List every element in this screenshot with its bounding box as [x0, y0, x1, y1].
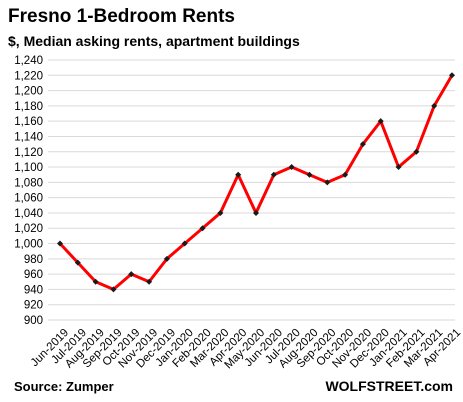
y-tick-label: 1,080: [14, 177, 43, 189]
data-point: [92, 278, 99, 285]
y-tick-label: 1,240: [14, 55, 43, 67]
brand-logo: WOLFSTREET.com: [325, 378, 453, 394]
y-tick-label: 1,180: [14, 101, 43, 113]
chart-title: Fresno 1-Bedroom Rents: [8, 6, 235, 27]
y-tick-label: 1,000: [14, 239, 43, 251]
y-tick-label: 1,100: [14, 162, 43, 174]
chart-subtitle: $, Median asking rents, apartment buildi…: [8, 33, 300, 49]
data-point: [270, 171, 277, 178]
data-point: [181, 240, 188, 247]
data-point: [306, 171, 313, 178]
y-tick-label: 1,200: [14, 86, 43, 98]
y-tick-label: 940: [24, 284, 43, 296]
data-point: [74, 259, 81, 266]
y-tick-label: 980: [24, 254, 43, 266]
y-tick-label: 920: [24, 300, 43, 312]
y-tick-label: 1,020: [14, 223, 43, 235]
y-tick-label: 1,120: [14, 147, 43, 159]
data-point: [199, 225, 206, 232]
data-point: [217, 209, 224, 216]
y-axis-ticks: 900 920 940 960 980 1,000 1,020 1,040 1,060 1,080…: [14, 55, 43, 327]
y-tick-label: 1,140: [14, 131, 43, 143]
data-point: [395, 164, 402, 171]
data-point: [57, 240, 63, 247]
data-point: [146, 278, 153, 285]
grid-lines: [48, 59, 455, 321]
data-point: [342, 171, 349, 178]
data-point: [235, 171, 242, 178]
x-axis-ticks: Jun-2019Jul-2019Aug-2019Sep-2019Oct-2019…: [29, 327, 463, 372]
data-point: [359, 141, 366, 148]
data-point: [128, 271, 135, 278]
y-tick-label: 1,160: [14, 116, 43, 128]
data-point: [377, 118, 384, 125]
data-point: [288, 164, 295, 171]
data-point: [110, 286, 117, 293]
y-tick-label: 1,220: [14, 70, 43, 82]
data-point: [449, 72, 455, 79]
data-point: [163, 255, 170, 262]
data-point: [431, 102, 438, 109]
markers-group: [57, 72, 455, 293]
data-point: [324, 179, 331, 186]
y-tick-label: 1,040: [14, 208, 43, 220]
y-tick-label: 1,060: [14, 193, 43, 205]
y-tick-label: 900: [24, 315, 43, 327]
data-point: [253, 209, 259, 216]
source-note: Source: Zumper: [14, 379, 114, 394]
data-point: [413, 148, 420, 155]
y-tick-label: 960: [24, 269, 43, 281]
